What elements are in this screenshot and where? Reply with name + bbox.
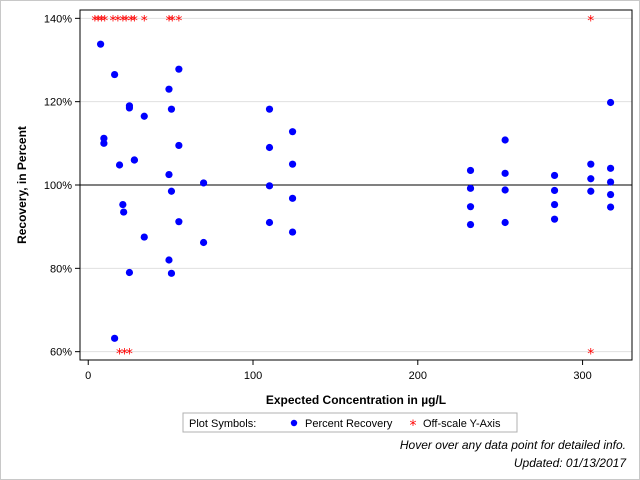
data-point-percent-recovery[interactable]	[140, 112, 148, 120]
data-point-off-scale[interactable]: *	[123, 13, 130, 29]
data-point-percent-recovery[interactable]	[550, 186, 559, 195]
data-point-percent-recovery[interactable]	[501, 136, 509, 144]
data-point-percent-recovery[interactable]	[167, 269, 176, 277]
data-point-percent-recovery[interactable]	[265, 218, 274, 227]
data-point-percent-recovery[interactable]	[466, 203, 475, 211]
data-point-percent-recovery[interactable]	[587, 160, 595, 168]
x-tick-label: 200	[409, 370, 427, 382]
data-point-percent-recovery[interactable]	[587, 187, 595, 195]
y-tick-label: 80%	[50, 263, 72, 275]
data-point-off-scale[interactable]: *	[116, 347, 123, 363]
data-point-percent-recovery[interactable]	[550, 200, 559, 209]
data-point-percent-recovery[interactable]	[96, 40, 105, 48]
data-point-off-scale[interactable]: *	[95, 13, 102, 29]
updated-date: Updated: 01/13/2017	[513, 456, 626, 470]
y-tick-label: 100%	[44, 180, 72, 192]
data-point-percent-recovery[interactable]	[606, 203, 615, 211]
legend-marker-off-scale: *	[410, 418, 417, 434]
data-point-percent-recovery[interactable]	[466, 220, 475, 229]
data-point-percent-recovery[interactable]	[550, 215, 559, 223]
data-point-percent-recovery[interactable]	[501, 169, 509, 177]
legend-box	[182, 412, 518, 433]
legend-marker-percent-recovery	[290, 419, 298, 427]
data-point-percent-recovery[interactable]	[167, 105, 176, 113]
data-point-off-scale[interactable]: *	[128, 13, 135, 29]
data-point-percent-recovery[interactable]	[587, 175, 595, 183]
x-tick-label: 300	[573, 370, 591, 382]
data-point-off-scale[interactable]: *	[126, 347, 133, 363]
data-point-percent-recovery[interactable]	[501, 218, 509, 227]
data-point-off-scale[interactable]: *	[98, 13, 105, 29]
data-point-percent-recovery[interactable]	[606, 98, 615, 107]
axis-ticks: 60% 80% 100% 120% 140% 0 100 200 300	[44, 13, 592, 382]
data-point-percent-recovery[interactable]	[175, 65, 183, 73]
data-point-percent-recovery[interactable]	[115, 161, 124, 169]
data-point-percent-recovery[interactable]	[130, 156, 138, 164]
data-point-percent-recovery[interactable]	[265, 143, 274, 152]
data-point-off-scale[interactable]: *	[91, 13, 98, 29]
data-point-percent-recovery[interactable]	[550, 171, 559, 180]
data-point-percent-recovery[interactable]	[466, 166, 475, 175]
data-point-off-scale[interactable]: *	[131, 13, 138, 29]
data-point-percent-recovery[interactable]	[501, 186, 509, 194]
data-point-percent-recovery[interactable]	[265, 182, 274, 190]
data-point-percent-recovery[interactable]	[165, 170, 173, 179]
y-axis-label: Recovery, in Percent	[15, 126, 29, 244]
data-point-percent-recovery[interactable]	[119, 200, 127, 209]
data-point-off-scale[interactable]: *	[169, 13, 176, 29]
data-point-percent-recovery[interactable]	[111, 334, 119, 342]
data-point-percent-recovery[interactable]	[100, 139, 108, 147]
data-point-off-scale[interactable]: *	[587, 13, 594, 29]
data-point-percent-recovery[interactable]	[606, 164, 615, 172]
data-point-percent-recovery[interactable]	[288, 160, 297, 168]
data-point-off-scale[interactable]: *	[114, 13, 121, 29]
data-point-percent-recovery[interactable]	[288, 228, 297, 236]
data-point-percent-recovery[interactable]	[125, 268, 134, 277]
data-point-percent-recovery[interactable]	[167, 187, 176, 195]
data-point-percent-recovery[interactable]	[288, 128, 297, 136]
data-point-percent-recovery[interactable]	[120, 208, 128, 216]
data-point-percent-recovery[interactable]	[466, 184, 475, 192]
data-point-off-scale[interactable]: *	[119, 13, 126, 29]
data-point-percent-recovery[interactable]	[165, 256, 173, 264]
data-point-percent-recovery[interactable]	[165, 85, 173, 93]
data-point-percent-recovery[interactable]	[199, 179, 208, 187]
data-point-percent-recovery[interactable]	[140, 233, 148, 241]
legend-title: Plot Symbols:	[189, 418, 256, 430]
y-tick-label: 140%	[44, 13, 72, 25]
data-point-percent-recovery[interactable]	[175, 218, 183, 226]
data-point-percent-recovery[interactable]	[606, 190, 615, 199]
x-tick-label: 0	[85, 370, 91, 382]
data-points: **** ****** * ** * **** *	[91, 13, 615, 363]
y-tick-label: 60%	[50, 347, 72, 359]
data-point-off-scale[interactable]: *	[121, 347, 128, 363]
data-point-percent-recovery[interactable]	[606, 178, 615, 186]
data-point-percent-recovery[interactable]	[125, 102, 134, 110]
data-point-off-scale[interactable]: *	[175, 13, 182, 29]
data-point-off-scale[interactable]: *	[101, 13, 108, 29]
y-tick-label: 120%	[44, 97, 72, 109]
hover-note: Hover over any data point for detailed i…	[399, 438, 626, 452]
data-point-percent-recovery[interactable]	[288, 194, 297, 202]
legend: Plot Symbols: Percent Recovery * Off-sca…	[182, 412, 518, 434]
data-point-off-scale[interactable]: *	[165, 13, 172, 29]
legend-label-percent-recovery: Percent Recovery	[305, 418, 393, 430]
x-tick-label: 100	[244, 370, 262, 382]
data-point-percent-recovery[interactable]	[199, 238, 208, 247]
x-axis-label: Expected Concentration in µg/L	[266, 393, 446, 407]
data-point-off-scale[interactable]: *	[141, 13, 148, 29]
data-point-percent-recovery[interactable]	[265, 105, 274, 113]
legend-label-off-scale: Off-scale Y-Axis	[423, 418, 501, 430]
data-point-percent-recovery[interactable]	[100, 134, 108, 142]
data-point-percent-recovery[interactable]	[175, 141, 183, 150]
data-point-off-scale[interactable]: *	[587, 347, 594, 363]
data-point-off-scale[interactable]: *	[109, 13, 116, 29]
data-point-percent-recovery[interactable]	[111, 70, 119, 79]
